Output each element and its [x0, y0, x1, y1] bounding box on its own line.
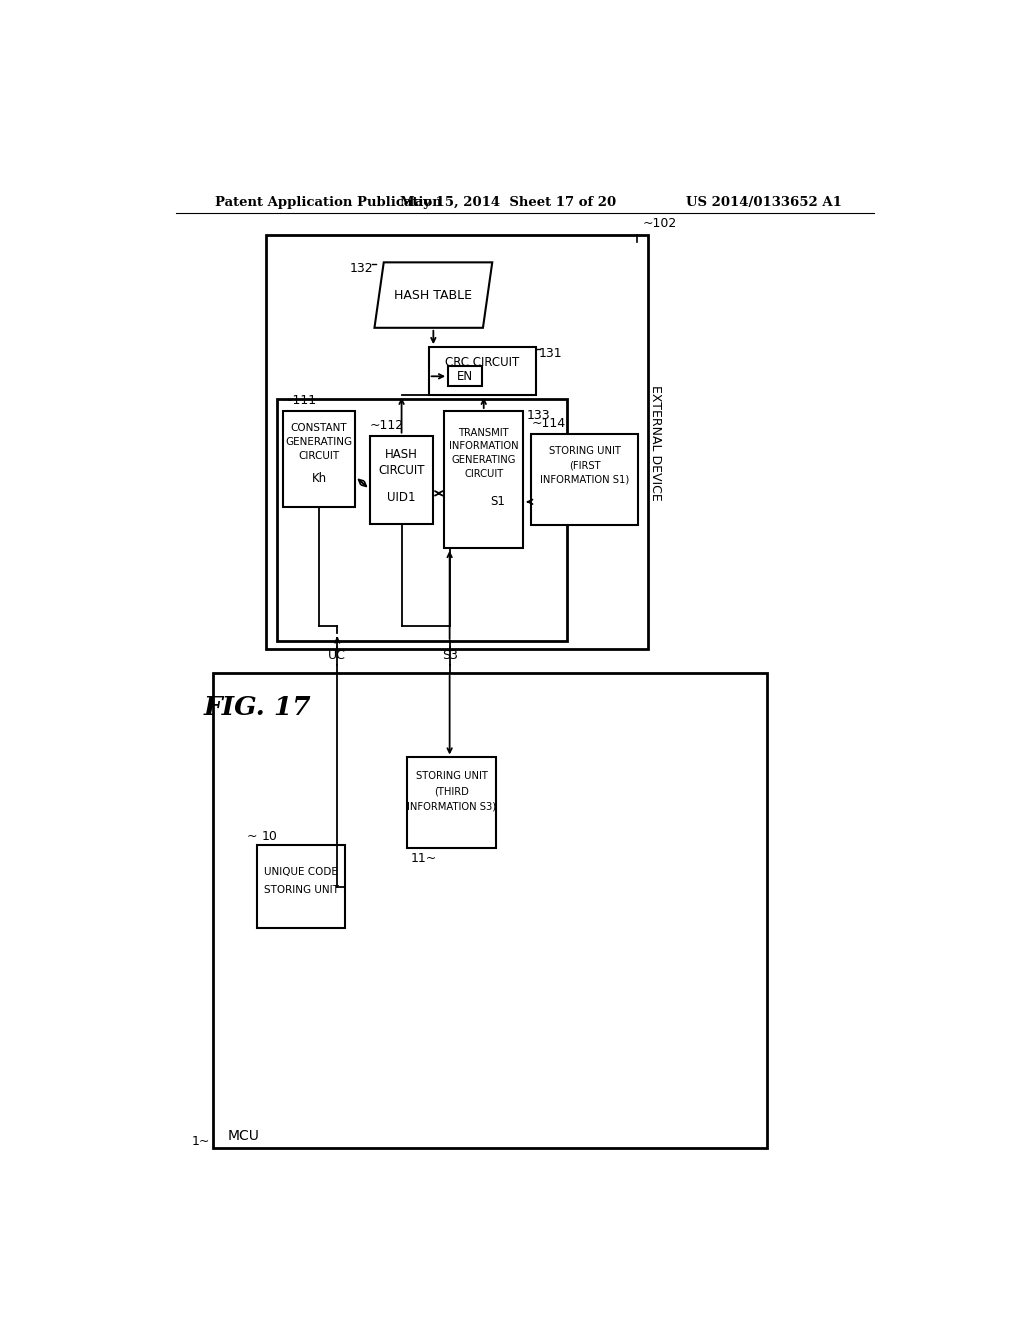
Text: ~112: ~112	[370, 418, 403, 432]
Bar	[276, 399, 567, 642]
Text: UNIQUE CODE: UNIQUE CODE	[264, 867, 338, 878]
Bar	[213, 673, 767, 1148]
Bar	[531, 434, 638, 525]
Text: CRC CIRCUIT: CRC CIRCUIT	[445, 356, 519, 370]
Text: 10: 10	[261, 830, 278, 843]
Bar	[370, 436, 433, 524]
Text: S1: S1	[489, 495, 505, 508]
Text: ~114: ~114	[531, 417, 566, 430]
Bar	[429, 347, 536, 395]
Text: TRANSMIT: TRANSMIT	[459, 428, 509, 437]
Text: STORING UNIT: STORING UNIT	[264, 884, 339, 895]
Text: UC: UC	[329, 648, 346, 661]
Text: MCU: MCU	[227, 1129, 259, 1143]
Bar	[283, 411, 355, 507]
Text: HASH TABLE: HASH TABLE	[394, 289, 472, 301]
Text: 1~: 1~	[191, 1135, 210, 1148]
Text: CIRCUIT: CIRCUIT	[298, 450, 340, 461]
Text: Kh: Kh	[311, 473, 327, 486]
Text: CONSTANT: CONSTANT	[291, 422, 347, 433]
Text: GENERATING: GENERATING	[286, 437, 352, 446]
Text: ~111: ~111	[283, 395, 317, 407]
Text: INFORMATION: INFORMATION	[449, 441, 518, 451]
Text: 132: 132	[350, 263, 374, 276]
Text: CIRCUIT: CIRCUIT	[464, 469, 504, 479]
Bar	[266, 235, 648, 649]
Text: STORING UNIT: STORING UNIT	[416, 771, 487, 781]
Text: EXTERNAL DEVICE: EXTERNAL DEVICE	[648, 385, 662, 502]
Bar	[444, 411, 523, 548]
Bar	[407, 758, 496, 849]
Text: (FIRST: (FIRST	[568, 461, 600, 471]
Bar	[449, 367, 482, 387]
Bar	[257, 845, 345, 928]
Text: S3: S3	[441, 648, 458, 661]
Text: ~: ~	[247, 830, 257, 843]
Text: CIRCUIT: CIRCUIT	[378, 463, 425, 477]
Text: 133: 133	[526, 409, 550, 421]
Text: Patent Application Publication: Patent Application Publication	[215, 195, 441, 209]
Text: STORING UNIT: STORING UNIT	[549, 446, 621, 455]
Text: GENERATING: GENERATING	[452, 455, 516, 465]
Text: 131: 131	[539, 347, 562, 360]
Text: 11~: 11~	[411, 853, 437, 865]
Text: UID1: UID1	[387, 491, 416, 504]
Text: US 2014/0133652 A1: US 2014/0133652 A1	[686, 195, 842, 209]
Text: INFORMATION S1): INFORMATION S1)	[540, 474, 629, 484]
Text: ~102: ~102	[643, 216, 677, 230]
Text: INFORMATION S3): INFORMATION S3)	[407, 801, 496, 812]
Text: FIG. 17: FIG. 17	[203, 696, 311, 721]
Text: HASH: HASH	[385, 449, 418, 462]
Text: (THIRD: (THIRD	[434, 787, 469, 796]
Text: May 15, 2014  Sheet 17 of 20: May 15, 2014 Sheet 17 of 20	[399, 195, 615, 209]
Polygon shape	[375, 263, 493, 327]
Text: EN: EN	[457, 370, 473, 383]
